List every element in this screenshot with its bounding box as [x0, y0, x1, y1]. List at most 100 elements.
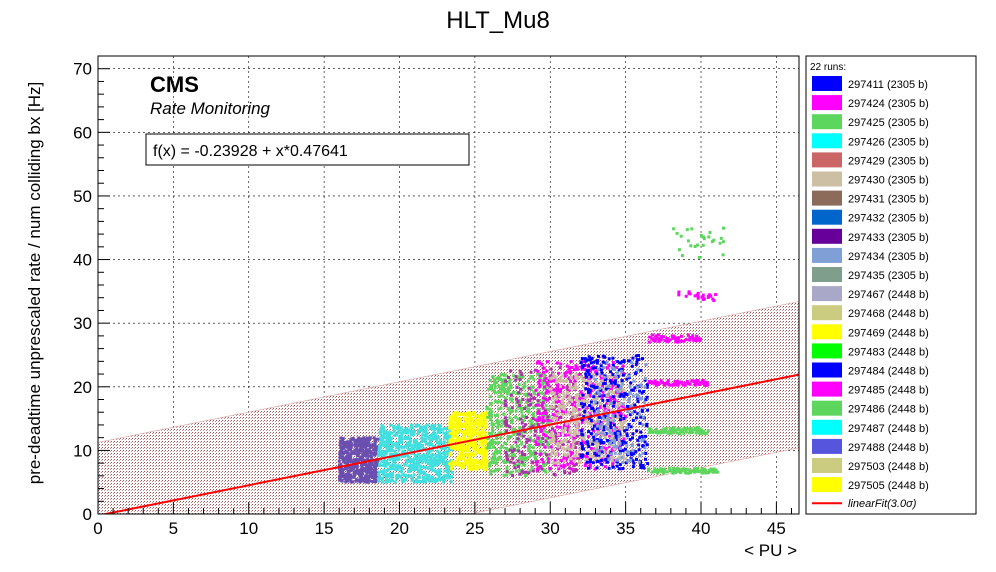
data-point	[615, 393, 619, 397]
data-point	[610, 434, 614, 438]
data-point	[418, 472, 422, 476]
data-point	[592, 375, 596, 379]
data-point	[533, 456, 537, 460]
data-point	[616, 431, 620, 435]
data-point	[563, 374, 567, 378]
data-point	[573, 368, 576, 372]
legend-swatch	[812, 419, 842, 435]
data-point	[577, 456, 581, 460]
data-point	[543, 373, 547, 377]
data-point	[657, 337, 661, 341]
data-point	[544, 412, 548, 415]
data-point	[491, 429, 495, 433]
data-point	[551, 427, 554, 431]
data-point	[573, 413, 577, 417]
data-point	[382, 468, 386, 472]
data-point	[621, 364, 625, 368]
data-point	[531, 413, 535, 417]
data-point	[639, 466, 643, 469]
data-point	[629, 425, 633, 429]
data-point	[453, 417, 457, 421]
data-point	[407, 441, 411, 445]
data-point	[511, 456, 515, 460]
data-point	[549, 455, 553, 459]
data-point	[598, 461, 602, 465]
data-point	[598, 425, 602, 429]
data-point	[510, 397, 514, 401]
data-point	[618, 394, 622, 398]
data-point	[628, 374, 632, 378]
data-point	[511, 474, 515, 477]
data-point	[540, 362, 544, 366]
data-point	[437, 451, 441, 455]
data-point	[579, 442, 583, 445]
data-point	[571, 410, 575, 413]
data-point	[695, 382, 699, 386]
data-point	[466, 449, 470, 453]
data-point	[609, 381, 613, 385]
data-point	[638, 421, 642, 425]
data-point	[598, 406, 602, 410]
data-point	[616, 458, 620, 462]
data-point	[606, 418, 610, 422]
data-point	[439, 438, 443, 442]
data-point	[461, 442, 465, 446]
data-point	[498, 390, 502, 394]
data-point	[517, 405, 520, 409]
data-point	[468, 434, 471, 438]
data-point	[509, 383, 513, 387]
data-point	[606, 366, 609, 370]
data-point	[610, 459, 614, 463]
data-point	[643, 451, 647, 455]
data-point	[627, 452, 630, 455]
data-point	[599, 402, 603, 406]
data-point	[434, 460, 438, 464]
data-point	[536, 460, 540, 464]
data-point	[647, 469, 650, 473]
data-point	[639, 384, 643, 387]
data-point	[492, 423, 496, 427]
data-point	[383, 430, 387, 434]
data-point	[603, 404, 606, 408]
data-point	[637, 354, 640, 357]
data-point	[581, 433, 585, 437]
data-point	[611, 361, 615, 364]
data-point	[549, 438, 553, 442]
data-point	[651, 337, 655, 341]
data-point	[390, 478, 394, 482]
data-point	[502, 473, 506, 477]
data-point	[694, 427, 698, 431]
data-point	[385, 440, 389, 444]
data-point	[360, 455, 364, 459]
data-point	[443, 478, 446, 482]
data-point	[505, 455, 509, 459]
data-point	[581, 393, 585, 397]
data-point	[366, 457, 370, 461]
data-point	[593, 426, 597, 430]
data-point	[558, 416, 562, 419]
data-point	[680, 339, 684, 343]
data-point	[571, 402, 575, 406]
data-point	[497, 422, 500, 426]
data-point	[478, 416, 482, 420]
data-point	[431, 475, 435, 479]
legend-swatch	[812, 400, 842, 416]
data-point	[438, 472, 442, 476]
data-point	[383, 459, 387, 463]
data-point	[435, 472, 439, 476]
data-point	[470, 431, 474, 435]
data-point	[609, 399, 613, 403]
data-point	[382, 473, 386, 477]
legend-swatch	[812, 152, 842, 168]
data-point	[480, 415, 484, 419]
data-point	[695, 428, 699, 432]
data-point	[375, 448, 379, 452]
data-point	[548, 385, 552, 389]
data-point	[469, 453, 473, 457]
data-point	[373, 439, 377, 443]
data-point	[689, 471, 693, 475]
data-point	[338, 443, 342, 447]
data-point	[609, 426, 613, 430]
data-point	[607, 406, 611, 410]
data-point	[597, 408, 600, 412]
